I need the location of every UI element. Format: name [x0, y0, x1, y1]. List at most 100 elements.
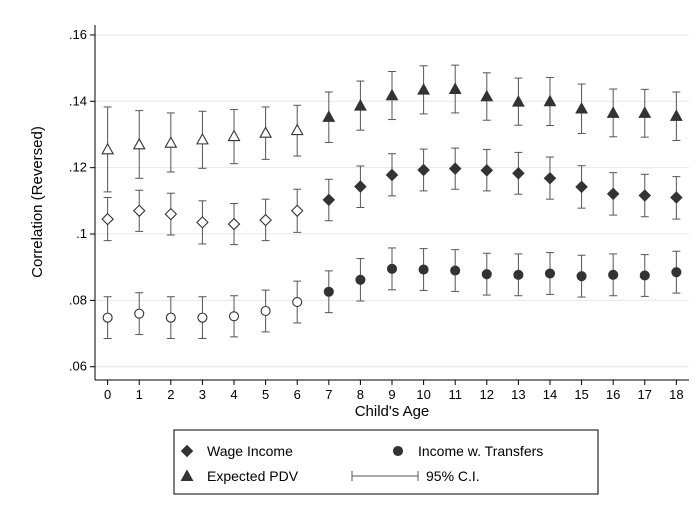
marker-diamond	[164, 207, 178, 221]
x-tick-label: 12	[480, 387, 494, 402]
x-tick-label: 8	[357, 387, 364, 402]
marker-triangle	[164, 136, 178, 148]
y-tick-label: .16	[69, 27, 87, 42]
x-ticks: 0 1 2 3 4 5 6 7 8 9 10 11 12 13 14 15 16 17 18	[104, 380, 684, 402]
marker-triangle	[385, 88, 399, 101]
marker-circle	[450, 265, 461, 276]
marker-diamond	[638, 189, 652, 202]
y-tick-label: .06	[69, 359, 87, 374]
x-tick-label: 1	[136, 387, 143, 402]
marker-triangle	[543, 94, 557, 107]
marker-circle	[671, 267, 682, 278]
marker-triangle	[480, 89, 494, 102]
marker-circle	[323, 286, 334, 297]
marker-diamond	[196, 216, 209, 229]
marker-circle	[481, 269, 492, 280]
marker-circle	[228, 311, 240, 322]
marker-triangle	[290, 123, 304, 136]
marker-triangle	[101, 142, 115, 155]
y-tick-label: .1	[76, 226, 87, 241]
x-tick-label: 0	[104, 387, 111, 402]
x-tick-label: 15	[574, 387, 588, 402]
marker-diamond	[543, 172, 557, 185]
marker-circle	[134, 308, 145, 319]
marker-diamond	[132, 204, 146, 218]
legend-label: Wage Income	[207, 443, 293, 459]
legend: Wage Income Income w. Transfers Expected P…	[173, 429, 599, 495]
marker-circle	[355, 274, 366, 285]
y-ticks: .06 .08 .1 .12 .14 .16	[69, 27, 95, 374]
legend-entry-triangle: Expected PDV	[180, 468, 299, 484]
marker-circle	[386, 263, 398, 274]
x-tick-label: 11	[448, 387, 462, 402]
x-tick-label: 5	[262, 387, 269, 402]
marker-circle	[102, 312, 113, 323]
marker-diamond	[227, 217, 241, 231]
marker-circle	[197, 312, 208, 323]
marker-triangle	[417, 83, 431, 95]
marker-circle	[165, 312, 176, 323]
x-tick-label: 2	[167, 387, 174, 402]
marker-triangle	[353, 98, 367, 111]
x-tick-label: 18	[669, 387, 683, 402]
marker-circle	[418, 264, 429, 275]
x-tick-label: 10	[416, 387, 430, 402]
y-tick-label: .12	[69, 160, 87, 175]
marker-triangle	[132, 137, 146, 150]
x-tick-label: 9	[388, 387, 395, 402]
marker-circle	[639, 270, 650, 281]
marker-diamond	[512, 167, 525, 180]
marker-diamond	[480, 164, 494, 177]
x-tick-label: 16	[606, 387, 620, 402]
legend-label: 95% C.I.	[426, 468, 480, 484]
marker-triangle	[448, 82, 462, 94]
y-tick-label: .14	[69, 93, 87, 108]
marker-diamond	[322, 193, 336, 207]
legend-marker-diamond	[180, 444, 194, 458]
marker-diamond	[606, 187, 620, 201]
marker-diamond	[354, 180, 367, 193]
legend-box	[173, 429, 599, 495]
x-tick-label: 13	[511, 387, 525, 402]
y-tick-label: .08	[69, 292, 87, 307]
marker-diamond	[259, 213, 272, 227]
marker-diamond	[670, 191, 683, 204]
marker-diamond	[448, 162, 462, 175]
marker-triangle	[606, 106, 620, 118]
marker-triangle	[259, 126, 273, 138]
legend-entry-diamond: Wage Income	[180, 443, 293, 459]
marker-diamond	[417, 163, 430, 177]
marker-diamond	[385, 168, 399, 182]
marker-triangle	[638, 106, 652, 118]
marker-circle	[513, 269, 524, 280]
x-tick-label: 14	[543, 387, 557, 402]
marker-triangle	[322, 110, 336, 122]
legend-entry-ci: 95% C.I.	[351, 468, 480, 484]
legend-entry-circle: Income w. Transfers	[392, 443, 543, 459]
marker-triangle	[511, 95, 525, 107]
marker-triangle	[669, 109, 683, 121]
x-tick-label: 4	[230, 387, 237, 402]
marker-circle	[292, 296, 303, 308]
marker-circle	[608, 269, 619, 280]
data-markers	[101, 82, 683, 323]
x-tick-label: 7	[325, 387, 332, 402]
legend-marker-circle	[392, 445, 404, 457]
legend-label: Expected PDV	[207, 468, 299, 484]
marker-diamond	[101, 212, 114, 226]
gridlines	[95, 34, 689, 368]
x-tick-label: 6	[294, 387, 301, 402]
x-axis-title: Child's Age	[355, 403, 430, 420]
marker-circle	[576, 271, 587, 282]
marker-circle	[260, 305, 271, 317]
x-tick-label: 17	[638, 387, 652, 402]
y-axis-title: Correlation (Reversed)	[29, 126, 46, 278]
marker-circle	[544, 268, 556, 279]
marker-triangle	[195, 132, 209, 145]
legend-label: Income w. Transfers	[418, 443, 543, 459]
marker-triangle	[575, 101, 589, 114]
marker-diamond	[290, 204, 304, 218]
marker-triangle	[227, 129, 241, 142]
marker-diamond	[575, 180, 588, 194]
